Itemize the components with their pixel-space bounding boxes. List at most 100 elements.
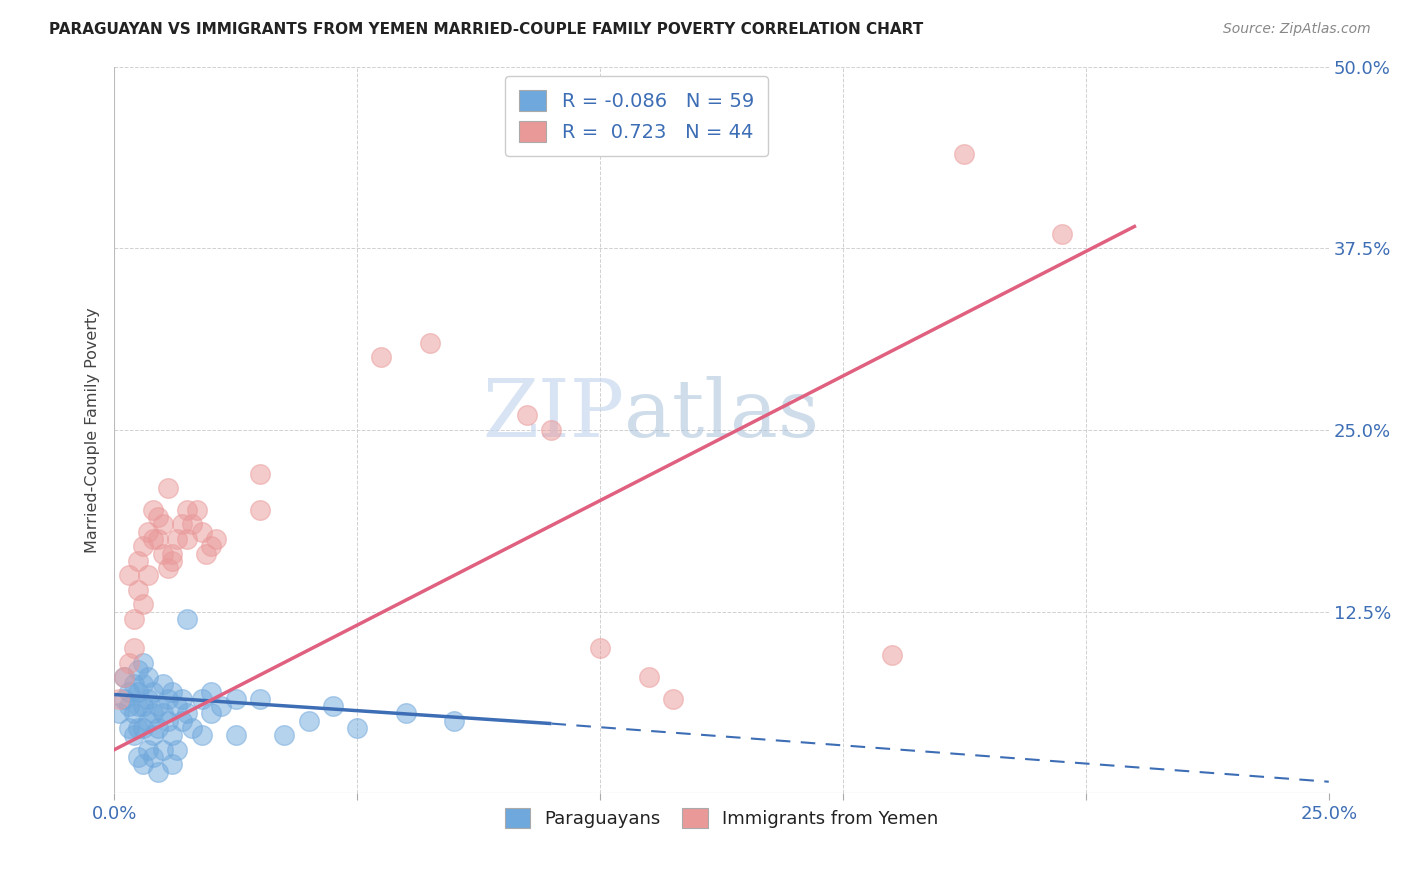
Point <box>127 750 149 764</box>
Point <box>127 699 149 714</box>
Point <box>132 757 155 772</box>
Point <box>142 750 165 764</box>
Point <box>127 582 149 597</box>
Point <box>249 691 271 706</box>
Point <box>190 691 212 706</box>
Point <box>176 532 198 546</box>
Point <box>136 670 159 684</box>
Point <box>118 568 141 582</box>
Point <box>127 684 149 698</box>
Point <box>118 684 141 698</box>
Point <box>322 699 344 714</box>
Point <box>118 721 141 735</box>
Point <box>176 612 198 626</box>
Point <box>166 699 188 714</box>
Point <box>953 146 976 161</box>
Point <box>662 691 685 706</box>
Point <box>443 714 465 728</box>
Point <box>249 467 271 481</box>
Point <box>166 743 188 757</box>
Point <box>186 503 208 517</box>
Point <box>172 714 194 728</box>
Point <box>370 351 392 365</box>
Point <box>118 699 141 714</box>
Point <box>156 691 179 706</box>
Point <box>176 503 198 517</box>
Point <box>152 743 174 757</box>
Point <box>162 757 184 772</box>
Point <box>152 706 174 721</box>
Point <box>176 706 198 721</box>
Point <box>419 335 441 350</box>
Point <box>127 663 149 677</box>
Point <box>136 714 159 728</box>
Point <box>395 706 418 721</box>
Point <box>132 677 155 691</box>
Text: Source: ZipAtlas.com: Source: ZipAtlas.com <box>1223 22 1371 37</box>
Point <box>156 561 179 575</box>
Point <box>142 503 165 517</box>
Point <box>122 706 145 721</box>
Point <box>146 510 169 524</box>
Point <box>225 691 247 706</box>
Point <box>142 706 165 721</box>
Point <box>112 691 135 706</box>
Point <box>142 532 165 546</box>
Point <box>122 728 145 742</box>
Point <box>195 547 218 561</box>
Point <box>190 524 212 539</box>
Point <box>1050 227 1073 241</box>
Point <box>146 699 169 714</box>
Point <box>132 721 155 735</box>
Point <box>122 640 145 655</box>
Point <box>122 612 145 626</box>
Point <box>637 670 659 684</box>
Point <box>108 691 131 706</box>
Point <box>132 656 155 670</box>
Point <box>200 539 222 553</box>
Point <box>132 539 155 553</box>
Point <box>122 677 145 691</box>
Point <box>108 706 131 721</box>
Point <box>880 648 903 663</box>
Point <box>181 517 204 532</box>
Point <box>209 699 232 714</box>
Point <box>297 714 319 728</box>
Point <box>346 721 368 735</box>
Point <box>136 691 159 706</box>
Point <box>172 517 194 532</box>
Point <box>132 598 155 612</box>
Point <box>273 728 295 742</box>
Point <box>146 764 169 779</box>
Point <box>118 656 141 670</box>
Y-axis label: Married-Couple Family Poverty: Married-Couple Family Poverty <box>86 307 100 553</box>
Point <box>132 699 155 714</box>
Point <box>156 714 179 728</box>
Point <box>152 547 174 561</box>
Point <box>225 728 247 742</box>
Text: atlas: atlas <box>624 376 820 454</box>
Point <box>249 503 271 517</box>
Point <box>516 409 538 423</box>
Point <box>152 517 174 532</box>
Point <box>146 532 169 546</box>
Legend: Paraguayans, Immigrants from Yemen: Paraguayans, Immigrants from Yemen <box>498 801 945 835</box>
Point <box>136 568 159 582</box>
Point <box>172 691 194 706</box>
Point <box>112 670 135 684</box>
Point <box>205 532 228 546</box>
Point <box>162 728 184 742</box>
Point <box>162 554 184 568</box>
Point <box>162 547 184 561</box>
Point <box>181 721 204 735</box>
Text: ZIP: ZIP <box>482 376 624 454</box>
Point <box>152 677 174 691</box>
Point <box>142 728 165 742</box>
Point <box>112 670 135 684</box>
Point <box>200 706 222 721</box>
Point <box>162 684 184 698</box>
Point <box>200 684 222 698</box>
Point <box>540 423 562 437</box>
Point <box>136 743 159 757</box>
Point <box>127 554 149 568</box>
